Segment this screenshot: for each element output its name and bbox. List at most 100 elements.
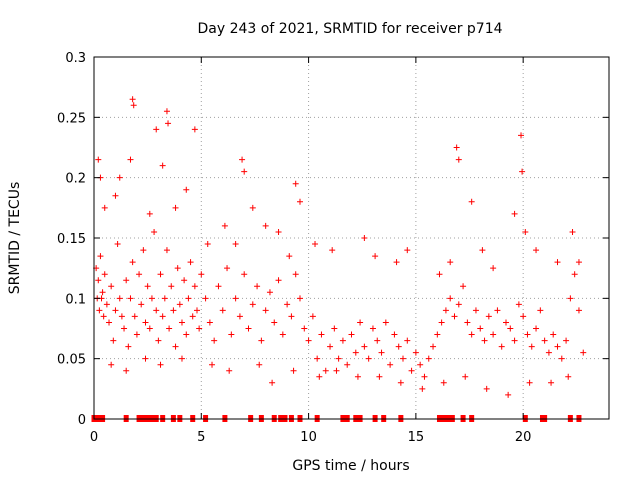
data-point bbox=[221, 222, 228, 229]
data-point bbox=[417, 361, 424, 368]
data-point bbox=[142, 319, 149, 326]
data-point bbox=[183, 331, 190, 338]
data-point bbox=[361, 343, 368, 350]
data-point bbox=[518, 132, 525, 139]
data-point bbox=[181, 277, 188, 284]
data-point bbox=[369, 325, 376, 332]
data-point bbox=[97, 253, 104, 260]
data-point bbox=[455, 156, 462, 163]
data-point bbox=[136, 271, 143, 278]
data-point bbox=[387, 361, 394, 368]
data-point bbox=[185, 295, 192, 302]
grid-lines bbox=[94, 57, 609, 419]
data-point bbox=[236, 313, 243, 320]
data-point bbox=[290, 367, 297, 374]
data-point bbox=[425, 355, 432, 362]
data-point bbox=[151, 228, 158, 235]
y-tick-label: 0 bbox=[78, 413, 86, 428]
data-point bbox=[191, 126, 198, 133]
data-point bbox=[159, 313, 166, 320]
data-point bbox=[494, 307, 501, 314]
data-point bbox=[125, 343, 132, 350]
y-tick-labels: 0 0.05 0.1 0.15 0.2 0.25 0.3 bbox=[57, 51, 86, 428]
data-point bbox=[462, 373, 469, 380]
data-point bbox=[352, 349, 359, 356]
data-point bbox=[241, 271, 248, 278]
data-point bbox=[575, 259, 582, 266]
data-point bbox=[309, 313, 316, 320]
data-point bbox=[339, 337, 346, 344]
data-point bbox=[374, 337, 381, 344]
data-point bbox=[155, 337, 162, 344]
data-point bbox=[382, 319, 389, 326]
x-axis-label: GPS time / hours bbox=[292, 458, 409, 474]
data-point bbox=[206, 319, 213, 326]
data-point bbox=[537, 307, 544, 314]
data-point bbox=[436, 271, 443, 278]
data-point bbox=[297, 198, 303, 205]
y-tick-label: 0.15 bbox=[57, 232, 86, 247]
data-point bbox=[483, 385, 490, 392]
data-point bbox=[526, 379, 533, 386]
data-point bbox=[112, 192, 119, 199]
data-point bbox=[209, 361, 216, 368]
data-point bbox=[258, 337, 265, 344]
data-point bbox=[292, 271, 299, 278]
data-point bbox=[176, 301, 183, 308]
data-point bbox=[372, 253, 379, 260]
x-tick-label: 5 bbox=[197, 430, 205, 445]
data-point bbox=[292, 180, 299, 187]
data-point bbox=[198, 271, 205, 278]
data-point bbox=[344, 361, 351, 368]
data-point bbox=[305, 337, 312, 344]
data-point bbox=[153, 307, 160, 314]
data-point bbox=[106, 319, 113, 326]
data-point bbox=[563, 337, 570, 344]
data-point bbox=[312, 241, 319, 248]
data-point bbox=[157, 271, 164, 278]
data-point bbox=[127, 295, 134, 302]
data-point bbox=[114, 241, 121, 248]
data-point bbox=[376, 373, 383, 380]
data-point bbox=[170, 307, 177, 314]
y-tick-label: 0.2 bbox=[65, 172, 86, 187]
data-point bbox=[571, 271, 578, 278]
data-point bbox=[95, 277, 102, 284]
data-point bbox=[520, 313, 527, 320]
x-tick-label: 15 bbox=[408, 430, 425, 445]
data-point bbox=[357, 319, 364, 326]
data-point bbox=[524, 331, 531, 338]
data-point bbox=[430, 343, 437, 350]
y-axis-label: SRMTID / TECUs bbox=[7, 182, 23, 295]
data-point bbox=[391, 331, 398, 338]
data-point bbox=[558, 355, 565, 362]
data-point bbox=[159, 162, 166, 169]
data-point bbox=[335, 355, 342, 362]
data-point bbox=[515, 301, 522, 308]
data-point bbox=[286, 253, 293, 260]
data-point bbox=[279, 331, 286, 338]
data-point bbox=[196, 325, 203, 332]
data-point bbox=[226, 367, 233, 374]
data-point bbox=[490, 331, 497, 338]
data-point bbox=[172, 343, 179, 350]
data-point bbox=[545, 349, 552, 356]
data-point bbox=[262, 222, 269, 229]
data-point bbox=[541, 337, 548, 344]
data-point bbox=[421, 373, 428, 380]
data-point bbox=[189, 313, 196, 320]
x-tick-label: 20 bbox=[515, 430, 532, 445]
data-point bbox=[327, 343, 334, 350]
data-point bbox=[262, 307, 269, 314]
data-point bbox=[404, 337, 411, 344]
data-point bbox=[393, 259, 400, 266]
data-point bbox=[121, 325, 128, 332]
data-point bbox=[163, 108, 170, 115]
x-tick-label: 0 bbox=[90, 430, 98, 445]
chart-title: Day 243 of 2021, SRMTID for receiver p71… bbox=[197, 21, 502, 37]
data-point bbox=[108, 361, 115, 368]
data-point bbox=[232, 295, 239, 302]
data-point bbox=[112, 307, 119, 314]
data-point bbox=[297, 295, 303, 302]
data-point bbox=[498, 343, 505, 350]
